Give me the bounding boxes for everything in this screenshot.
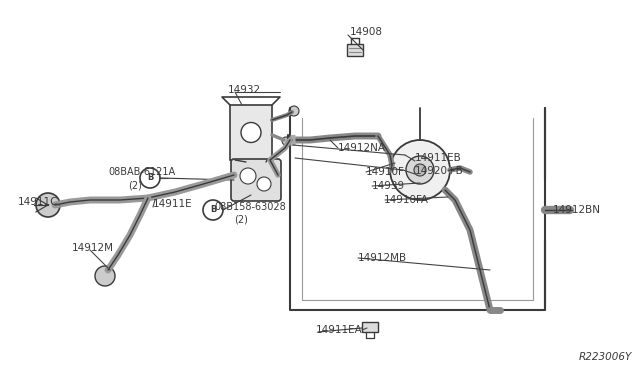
Circle shape bbox=[241, 122, 261, 142]
Text: (2): (2) bbox=[128, 180, 142, 190]
Circle shape bbox=[390, 140, 450, 200]
Text: 14912NA: 14912NA bbox=[338, 143, 386, 153]
Text: 14912BN: 14912BN bbox=[553, 205, 601, 215]
Text: 14932: 14932 bbox=[228, 85, 261, 95]
Text: R223006Y: R223006Y bbox=[579, 352, 632, 362]
Circle shape bbox=[240, 168, 256, 184]
Circle shape bbox=[36, 193, 60, 217]
Text: B: B bbox=[147, 173, 153, 183]
Text: 14910FA: 14910FA bbox=[384, 195, 429, 205]
Text: 14911EB: 14911EB bbox=[415, 153, 461, 163]
Text: 14911E: 14911E bbox=[153, 199, 193, 209]
Circle shape bbox=[406, 156, 434, 184]
Circle shape bbox=[289, 106, 299, 116]
Text: 08BAB-6121A: 08BAB-6121A bbox=[108, 167, 175, 177]
Bar bbox=[362, 322, 378, 332]
Circle shape bbox=[95, 266, 115, 286]
Bar bbox=[347, 44, 363, 56]
Circle shape bbox=[282, 137, 290, 145]
Text: B: B bbox=[210, 205, 216, 215]
Text: 14911C: 14911C bbox=[18, 197, 58, 207]
FancyBboxPatch shape bbox=[231, 159, 281, 201]
Circle shape bbox=[140, 168, 160, 188]
Text: 14908: 14908 bbox=[350, 27, 383, 37]
Text: 08B158-63028: 08B158-63028 bbox=[214, 202, 285, 212]
Text: 14912M: 14912M bbox=[72, 243, 114, 253]
Circle shape bbox=[414, 164, 426, 176]
Text: (2): (2) bbox=[234, 215, 248, 225]
Bar bbox=[230, 105, 272, 160]
Text: 14910F: 14910F bbox=[366, 167, 405, 177]
Text: 14920+B: 14920+B bbox=[415, 166, 464, 176]
Text: 14911EA: 14911EA bbox=[316, 325, 363, 335]
Text: 14939: 14939 bbox=[372, 181, 405, 191]
Circle shape bbox=[257, 177, 271, 191]
Text: 14912MB: 14912MB bbox=[358, 253, 407, 263]
Circle shape bbox=[203, 200, 223, 220]
